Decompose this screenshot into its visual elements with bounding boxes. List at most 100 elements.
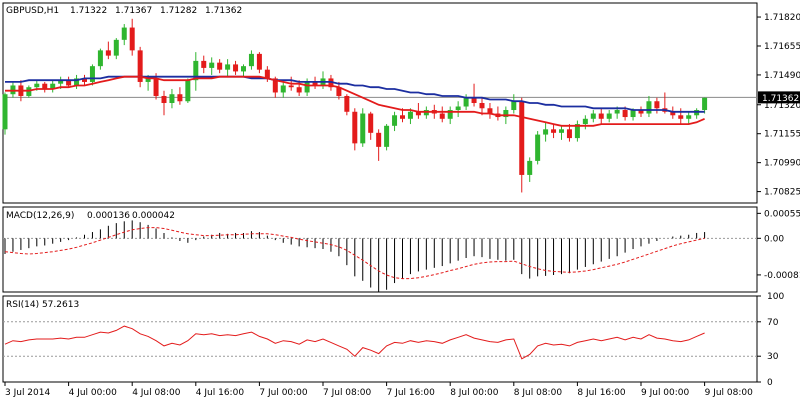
candle-bull [169,94,175,103]
macd-value: 0.000136 [87,211,130,221]
candle-bull [74,78,80,86]
price-axis-label: 1.71490 [764,71,800,81]
candle-bull [225,64,231,70]
candle-bear [264,69,270,79]
time-axis-label: 8 Jul 16:00 [577,388,626,398]
rsi-title: RSI(14) 57.2613 [6,300,79,310]
time-axis-label: 8 Jul 00:00 [450,388,499,398]
ohlc-value: 1.71367 [115,6,152,16]
candle-bear [598,113,604,119]
candle-bull [89,66,95,82]
candle-bear [233,64,239,72]
candle-bear [487,108,493,114]
candle-bull [511,101,517,111]
candle-bear [678,115,684,119]
candle-bull [606,113,612,119]
rsi-line [4,325,705,360]
price-axis-label: 1.71320 [764,101,800,111]
candle-bull [614,110,620,114]
candle-bear [296,87,302,93]
candle-bear [654,101,660,109]
candle-bear [42,83,48,89]
rsi-axis-label: 100 [767,292,784,302]
candle-bull [590,113,596,119]
candle-bull [582,118,588,125]
ohlc-value: 1.71362 [205,6,242,16]
candle-bull [503,110,509,118]
candle-bear [161,95,167,103]
candle-bull [185,80,191,102]
candle-bear [177,94,183,102]
candle-bull [384,125,390,147]
macd-signal-value: 0.000042 [132,211,175,221]
ma-fast-line [5,75,705,127]
macd-axis-label: -0.000818 [764,271,800,281]
candle-bull [447,110,453,119]
candle-bear [344,95,350,112]
candle-bull [193,60,199,81]
candle-bull [145,78,151,82]
candle-bear [376,132,382,147]
candle-bull [543,129,549,135]
time-axis-label: 7 Jul 00:00 [259,388,308,398]
candle-bull [34,83,40,88]
candle-bear [479,103,485,109]
current-price-box [758,91,800,104]
candle-bull [113,39,119,56]
time-axis-label: 7 Jul 16:00 [387,388,436,398]
candle-bull [392,115,398,126]
rsi-axis-label: 0 [767,378,773,388]
candle-bull [209,62,215,68]
candle-bear [82,78,87,82]
candle-bear [153,78,159,96]
time-axis-label: 9 Jul 08:00 [705,388,754,398]
price-axis-label: 1.70990 [764,159,800,169]
candle-bull [527,160,533,175]
candle-bear [415,111,421,116]
candle-bear [66,80,72,86]
candle-bull [50,83,56,89]
candle-bull [241,66,246,72]
candle-bear [201,60,207,68]
ohlc-value: 1.71322 [70,6,107,16]
price-pane-frame [2,2,758,204]
candle-bear [400,115,405,119]
time-axis-label: 4 Jul 00:00 [69,388,118,398]
candle-bull [455,106,461,111]
candle-bull [360,113,366,144]
candle-bear [670,111,676,116]
candle-bull [97,50,103,67]
candle-bull [121,27,127,40]
candle-bull [686,115,692,119]
macd-pane-frame [2,206,758,293]
time-axis-label: 4 Jul 08:00 [132,388,181,398]
candle-bear [519,101,525,175]
candle-bull [630,110,636,118]
candle-bull [574,124,580,139]
candle-bull [248,53,254,67]
candle-bear [336,87,342,96]
macd-axis-label: 0.000558 [764,209,800,219]
candle-bear [137,50,143,82]
time-axis-label: 9 Jul 00:00 [641,388,690,398]
rsi-axis-label: 70 [767,318,779,328]
candle-bear [352,111,358,144]
macd-signal-line [4,227,705,280]
macd-axis-label: 0.00 [764,234,784,244]
candle-bull [702,97,708,111]
candle-bear [288,85,294,88]
ohlc-value: 1.71282 [160,6,197,16]
candle-bull [58,80,64,84]
price-axis-label: 1.70825 [764,188,800,198]
candle-bull [2,94,8,130]
candle-bull [646,101,652,114]
rsi-pane-frame [2,295,758,383]
price-title: GBPUSD,H1 [6,6,59,16]
price-axis-label: 1.71655 [764,42,800,52]
candle-bear [312,81,318,86]
candle-bear [622,110,628,118]
candle-bear [471,97,477,103]
candle-bear [566,129,572,139]
